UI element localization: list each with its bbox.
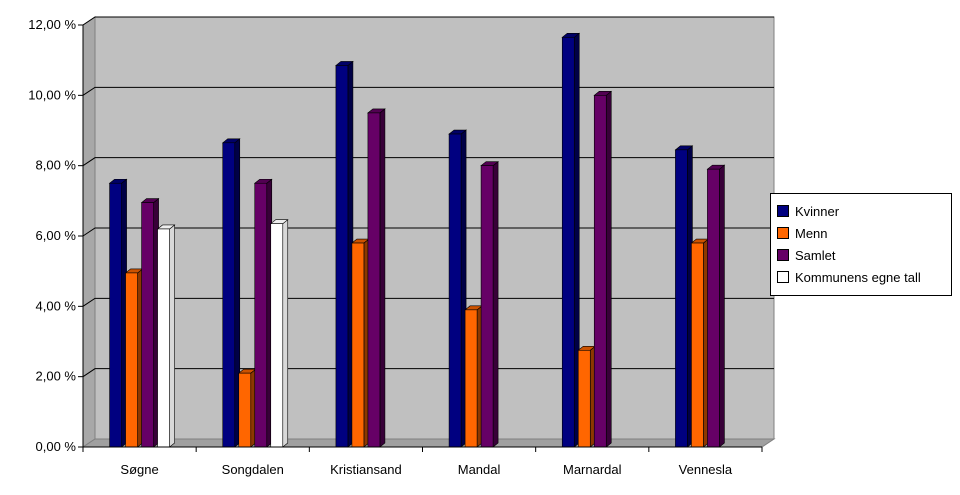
legend-swatch-kommunens-egne-tall [777,271,789,283]
bar-kommunens-egne-tall [156,224,176,448]
legend-item-kvinner: Kvinner [777,200,945,222]
x-tick-label: Vennesla [679,462,733,477]
gridline [82,16,774,26]
legend-item-menn: Menn [777,222,945,244]
gridline [82,297,774,307]
bar-kvinner [108,178,128,448]
bar-menn [577,345,597,448]
bar-menn [237,368,257,448]
bar-menn [351,238,370,448]
legend-swatch-menn [777,227,789,239]
y-tick-label: 8,00 % [36,158,77,173]
bar-samlet [480,161,499,448]
legend-label-menn: Menn [795,225,828,241]
bar-samlet [253,178,273,448]
bar-kvinner [674,145,694,448]
bar-samlet [140,197,160,448]
bar-kvinner [448,129,467,448]
y-tick-label: 2,00 % [36,369,77,384]
legend-label-kommunens-egne-tall: Kommunens egne tall [795,269,921,285]
legend-label-kvinner: Kvinner [795,203,840,219]
gridline [82,227,774,237]
y-tick-label: 0,00 % [36,439,77,454]
bar-kvinner [335,60,354,448]
x-tick-label: Kristiansand [330,462,402,477]
y-tick-label: 10,00 % [28,87,76,102]
bar-samlet [367,108,386,448]
bar-menn [124,268,144,448]
bar-menn [464,305,483,448]
y-tick-label: 4,00 % [36,298,77,313]
x-tick-label: Marnardal [563,462,622,477]
legend: Kvinner Menn Samlet Kommunens egne tall [770,193,952,296]
legend-swatch-samlet [777,249,789,261]
bar-kvinner [561,32,581,448]
bar-kommunens-egne-tall [269,219,289,448]
gridline [82,157,774,167]
y-tick-label: 12,00 % [28,17,76,32]
bar-samlet [593,90,613,448]
legend-swatch-kvinner [777,205,789,217]
gridline [82,368,774,378]
y-tick-label: 6,00 % [36,228,77,243]
legend-label-samlet: Samlet [795,247,836,263]
x-tick-label: Søgne [120,462,158,477]
legend-item-samlet: Samlet [777,244,945,266]
x-tick-label: Mandal [458,462,501,477]
gridline [82,86,774,96]
x-tick-label: Songdalen [222,462,284,477]
bar-samlet [706,164,726,448]
plot-floor [81,438,776,448]
bar-kvinner [221,138,241,448]
bar-menn [690,238,710,448]
legend-item-kommunens-egne-tall: Kommunens egne tall [777,266,945,288]
